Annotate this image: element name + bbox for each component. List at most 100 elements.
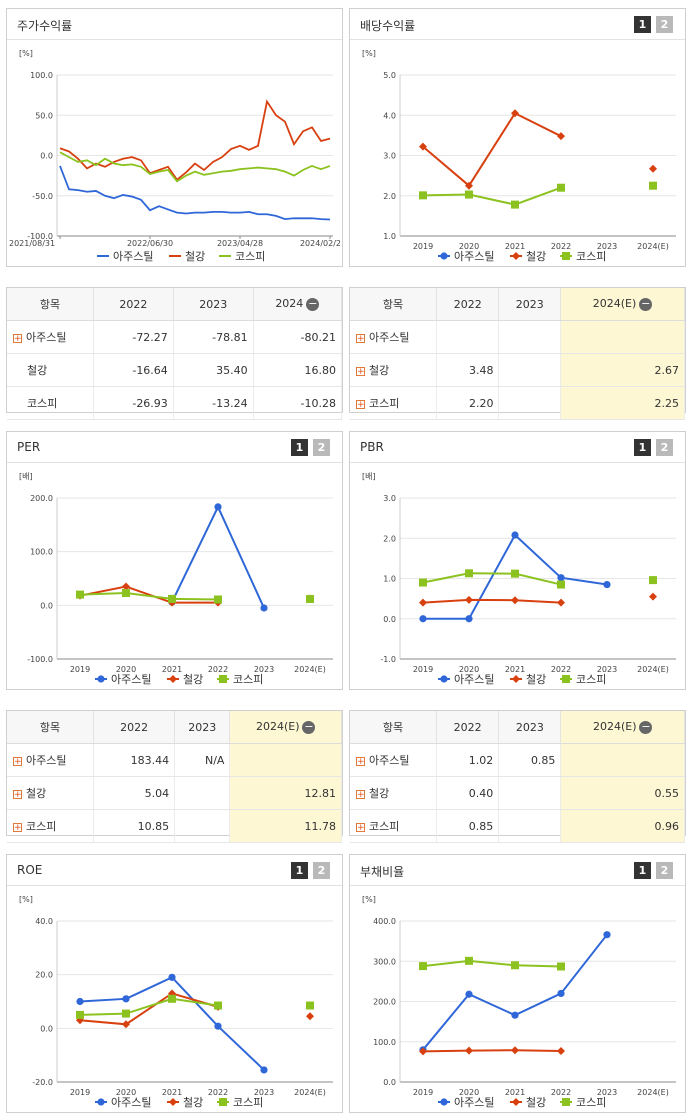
table-cell: -10.28 <box>253 386 343 420</box>
table-row: + 코스피 2.20 2.25 <box>350 386 686 420</box>
legend: 아주스틸 철강 코스피 <box>438 1096 606 1109</box>
table-cell: 2.67 <box>560 353 686 387</box>
page-1-button[interactable]: 1 <box>634 439 651 456</box>
y-tick-label: 0.0 <box>383 615 396 624</box>
table-row: + 아주스틸 1.02 0.85 <box>350 743 685 777</box>
data-point <box>649 181 657 190</box>
column-header-year: 2022 <box>436 711 500 744</box>
data-point <box>557 183 565 192</box>
per-table: 항목 2022 2023 2024(E) − + 아주스틸 183.44 N/A + 철강 5.04 1… <box>6 710 343 843</box>
table-row: + 철강 3.48 2.67 <box>350 353 686 387</box>
column-header-year: 2024(E) − <box>560 711 685 744</box>
expand-icon[interactable]: + <box>356 366 365 377</box>
expand-icon[interactable]: + <box>356 756 365 767</box>
page-1-button[interactable]: 1 <box>634 862 651 879</box>
legend-label: 철강 <box>183 1096 203 1109</box>
table-row: + 아주스틸 -72.27 -78.81 -80.21 <box>7 320 343 354</box>
y-tick-label: 3.0 <box>383 494 396 503</box>
page-2-button[interactable]: 2 <box>656 16 673 33</box>
legend-marker <box>512 1098 520 1106</box>
dividend-panel: 배당수익률 1 2 [%] 5.0 4.0 3.0 2.0 1.0 2019 2020 2021… <box>349 8 686 267</box>
expand-icon[interactable]: + <box>356 399 365 410</box>
x-tick-label: 2023 <box>597 665 617 674</box>
page-1-button[interactable]: 1 <box>634 16 651 33</box>
data-point <box>511 596 519 605</box>
data-point <box>168 989 176 998</box>
data-point <box>306 1012 314 1021</box>
data-point <box>122 1009 130 1018</box>
data-point <box>557 598 565 607</box>
legend-label: 코스피 <box>576 1096 606 1109</box>
expand-icon[interactable]: + <box>13 333 22 344</box>
expand-icon[interactable]: + <box>356 822 365 833</box>
expand-icon[interactable]: + <box>13 789 22 800</box>
data-point <box>557 580 565 589</box>
expand-icon[interactable]: + <box>356 789 365 800</box>
series-아주스틸 <box>76 973 268 1074</box>
expand-icon[interactable]: + <box>13 756 22 767</box>
table-cell: 0.40 <box>436 776 500 810</box>
panel-title: ROE <box>17 863 43 877</box>
page-1-button[interactable]: 1 <box>291 439 308 456</box>
legend-label: 철강 <box>183 673 203 686</box>
column-header-item: 항목 <box>7 711 94 744</box>
expand-icon[interactable]: + <box>356 333 365 344</box>
x-tick-label: 2021 <box>505 1088 525 1097</box>
column-header-year: 2023 <box>498 288 561 321</box>
table-cell: 0.85 <box>498 743 562 777</box>
series-line <box>59 165 331 221</box>
table-row: 철강 -16.64 35.40 16.80 <box>7 353 343 387</box>
series-철강 <box>419 1046 565 1056</box>
table-cell: N/A <box>174 743 231 777</box>
panel-title: PER <box>17 440 41 454</box>
x-tick-label: 2023 <box>254 665 274 674</box>
x-tick-label: 2021 <box>162 1088 182 1097</box>
collapse-icon[interactable]: − <box>306 296 320 311</box>
y-tick-label: -100.0 <box>27 232 53 241</box>
column-header-year: 2023 <box>498 711 562 744</box>
collapse-icon[interactable]: − <box>639 296 653 311</box>
y-tick-label: 0.0 <box>383 1078 396 1087</box>
data-point <box>76 1016 84 1025</box>
data-point <box>649 592 657 601</box>
table-cell: -16.64 <box>93 353 174 387</box>
x-tick-label: 2020 <box>459 665 479 674</box>
panel-title: 주가수익률 <box>17 19 73 33</box>
panel-header: ROE 1 2 <box>7 855 342 886</box>
data-point <box>511 531 519 539</box>
page-1-button[interactable]: 1 <box>291 862 308 879</box>
series-코스피 <box>419 181 657 209</box>
table-row: + 철강 5.04 12.81 <box>7 776 342 810</box>
collapse-icon[interactable]: − <box>639 719 653 734</box>
table-cell: 2.20 <box>436 386 500 420</box>
page-2-button[interactable]: 2 <box>656 862 673 879</box>
data-point <box>465 181 473 190</box>
legend-label: 철강 <box>526 1096 546 1109</box>
collapse-icon[interactable]: − <box>302 719 316 734</box>
x-tick-label: 2019 <box>70 665 90 674</box>
data-point <box>76 1010 84 1019</box>
unit-label: [%] <box>362 895 376 904</box>
data-point <box>419 1047 427 1056</box>
x-tick-label: 2019 <box>413 665 433 674</box>
y-tick-label: 200.0 <box>30 494 53 503</box>
legend-label: 철강 <box>185 250 205 263</box>
data-point <box>511 1046 519 1055</box>
table-cell <box>560 743 685 777</box>
column-header-item: 항목 <box>7 288 94 321</box>
expand-icon[interactable]: + <box>13 822 22 833</box>
table-row: + 코스피 10.85 11.78 <box>7 809 342 843</box>
series-line <box>422 186 562 206</box>
page-2-button[interactable]: 2 <box>656 439 673 456</box>
data-point <box>465 569 473 578</box>
y-tick-label: 300.0 <box>373 957 396 966</box>
page-2-button[interactable]: 2 <box>313 439 330 456</box>
table-cell: -13.24 <box>173 386 254 420</box>
data-point <box>603 931 611 939</box>
legend-marker <box>97 1098 105 1106</box>
page-2-button[interactable]: 2 <box>313 862 330 879</box>
column-header-year: 2023 <box>173 288 254 321</box>
data-point <box>557 132 565 141</box>
y-tick-label: 2.0 <box>383 192 396 201</box>
x-tick-label: 2021 <box>162 665 182 674</box>
